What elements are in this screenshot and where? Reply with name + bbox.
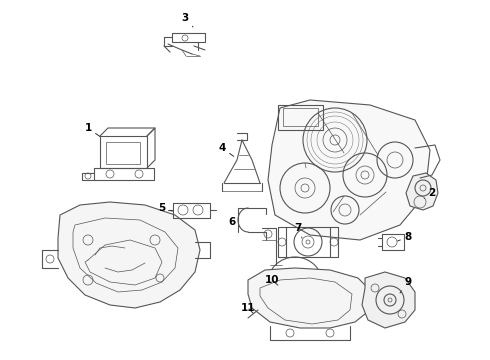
Text: 1: 1 [84, 123, 100, 136]
Bar [283, 108, 318, 126]
Bar [106, 142, 140, 164]
Text: 7: 7 [294, 223, 302, 238]
Polygon shape [58, 202, 200, 308]
Text: 4: 4 [219, 143, 234, 156]
Polygon shape [268, 100, 430, 240]
Text: 2: 2 [424, 188, 436, 198]
Text: 8: 8 [397, 232, 412, 242]
Bar [278, 105, 323, 130]
Text: 9: 9 [400, 277, 412, 293]
Bar [265, 280, 325, 290]
Polygon shape [362, 272, 415, 328]
Text: 3: 3 [181, 13, 193, 27]
Bar [286, 227, 330, 257]
Text: 11: 11 [241, 303, 255, 313]
Text: 6: 6 [228, 217, 240, 227]
Text: 5: 5 [158, 203, 172, 213]
Polygon shape [248, 268, 372, 328]
Text: 10: 10 [265, 275, 279, 285]
Polygon shape [406, 173, 438, 210]
